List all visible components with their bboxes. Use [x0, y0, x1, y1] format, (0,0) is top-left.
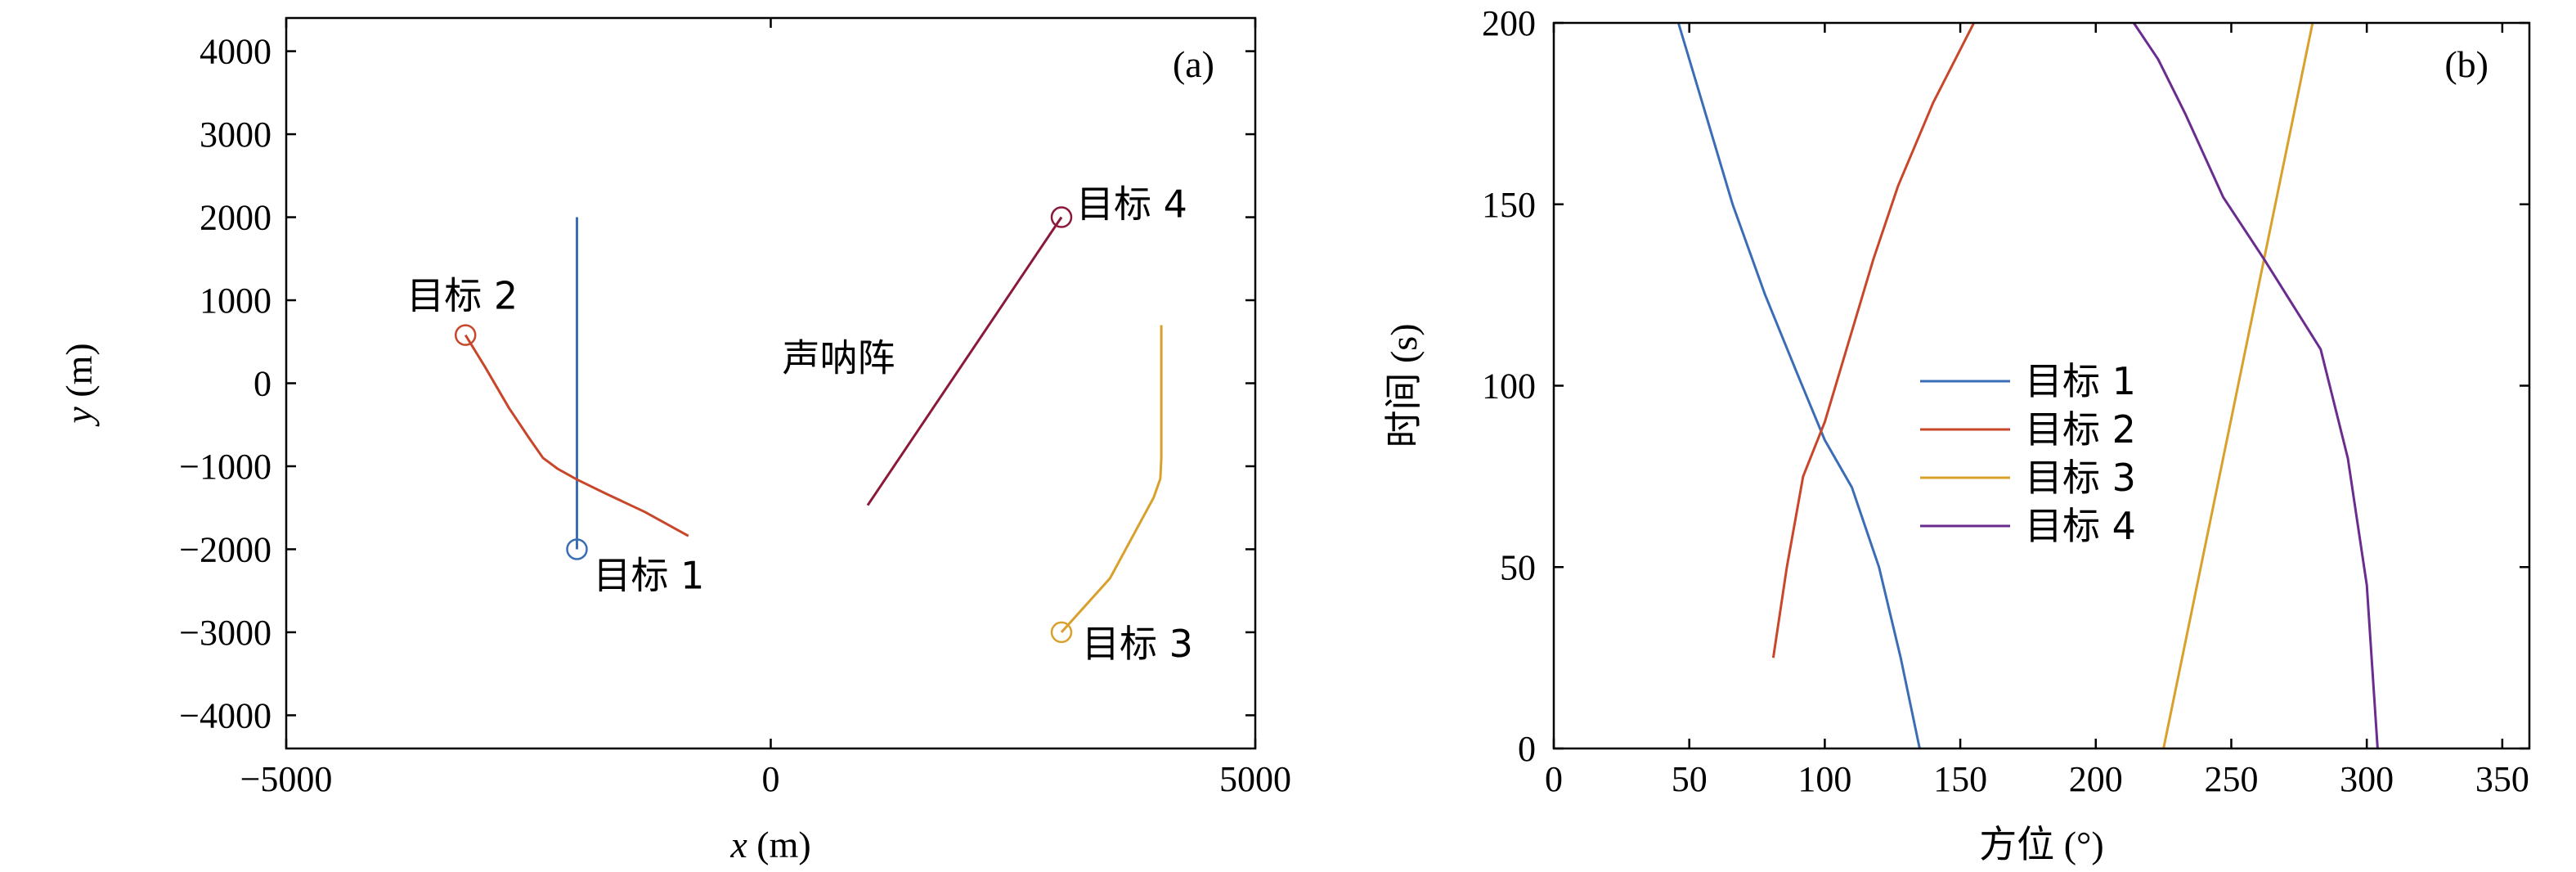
y-tick-label-b: 200 [1482, 3, 1536, 43]
x-tick-label-b: 150 [1933, 759, 1987, 799]
y-tick-label-b: 100 [1482, 366, 1536, 407]
legend: 目标 1目标 2目标 3目标 4 [1920, 359, 2136, 548]
y-tick-label-a: 1000 [200, 281, 272, 321]
target-annotation-2: 目标 2 [406, 274, 518, 318]
legend-label-1: 目标 1 [2025, 359, 2136, 403]
y-tick-label-b: 150 [1482, 185, 1536, 225]
start-marker-1 [566, 538, 588, 560]
bearing-line-2 [1771, 22, 1976, 658]
x-tick-label-b: 200 [2069, 759, 2123, 799]
x-tick-label-b: 350 [2475, 759, 2529, 799]
y-tick-label-b: 50 [1500, 547, 1536, 587]
target-annotation-4: 目标 4 [1076, 182, 1187, 227]
y-tick-label-a: 2000 [200, 198, 272, 238]
y-axis-label-b: 时间 (s) [1383, 323, 1425, 447]
start-marker-2 [454, 324, 477, 346]
y-axis-unit-a: (m) [58, 343, 100, 407]
y-tick-label-a: 3000 [200, 115, 272, 155]
bearing-line-3 [2162, 22, 2314, 749]
target-annotation-5: 声呐阵 [782, 335, 895, 380]
x-tick-label-b: 300 [2340, 759, 2394, 799]
y-tick-label-a: 0 [254, 364, 272, 404]
target-annotation-1: 目标 1 [594, 553, 705, 597]
trajectory-line-3 [1060, 325, 1163, 633]
panel-label-a: (a) [1173, 43, 1214, 85]
x-axis-label-a: x (m) [729, 824, 810, 865]
y-tick-label-a: −1000 [179, 447, 272, 487]
panel-label-b: (b) [2444, 43, 2488, 85]
legend-label-3: 目标 3 [2025, 456, 2136, 500]
trajectory-line-2 [464, 334, 689, 537]
x-tick-label-b: 250 [2204, 759, 2258, 799]
y-tick-label-a: 4000 [200, 32, 272, 72]
bearing-line-4 [2132, 22, 2379, 749]
x-axis-var-a: x [729, 824, 747, 865]
y-axis-label-a: y (m) [58, 343, 100, 426]
x-tick-label-a: −5000 [240, 759, 333, 799]
x-tick-label-b: 0 [1545, 759, 1563, 799]
panel-b-bearing-time: 0 50 100 150 200 250 300 350 0 50 100 150 200 方位 (°) 时… [1383, 3, 2531, 865]
y-axis-var-a: y [58, 407, 100, 427]
trajectory-line-4 [866, 216, 1063, 506]
y-tick-label-b: 0 [1518, 729, 1536, 769]
bearing-line-1 [1676, 22, 1921, 749]
x-tick-label-b: 50 [1672, 759, 1708, 799]
legend-label-4: 目标 4 [2025, 504, 2136, 548]
x-tick-label-b: 100 [1797, 759, 1851, 799]
panel-a-trajectories: −5000 0 5000 −4000 −3000 −2000 −1000 0 1000 2000 3… [58, 16, 1291, 865]
legend-label-2: 目标 2 [2025, 407, 2136, 452]
target-annotation-3: 目标 3 [1082, 622, 1193, 666]
y-tick-label-a: −3000 [179, 613, 272, 653]
x-tick-label-a: 5000 [1219, 759, 1291, 799]
x-tick-label-a: 0 [762, 759, 780, 799]
y-tick-label-a: −2000 [179, 529, 272, 569]
start-marker-4 [1050, 206, 1073, 228]
x-axis-label-b: 方位 (°) [1979, 824, 2104, 865]
start-marker-3 [1050, 621, 1073, 644]
y-tick-label-a: −4000 [179, 695, 272, 735]
x-axis-unit-a: (m) [747, 824, 811, 865]
